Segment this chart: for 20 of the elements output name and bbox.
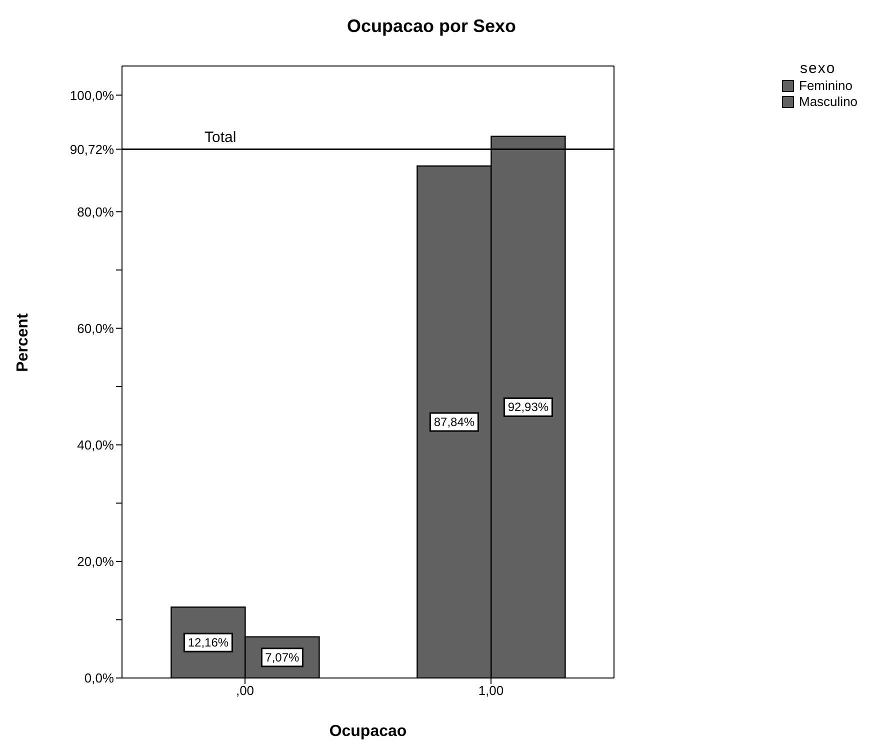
y-tick-label: 40,0% [77, 437, 114, 452]
y-tick-label: 100,0% [70, 88, 114, 103]
legend-label: Masculino [799, 94, 858, 109]
data-label: 7,07% [265, 650, 300, 664]
legend-label: Feminino [799, 78, 852, 93]
y-tick-label: 0,0% [84, 670, 114, 686]
x-tick-label: ,00 [236, 683, 254, 698]
data-label: 87,84% [434, 415, 475, 430]
y-axis-title: Percent [14, 312, 32, 372]
legend-title: sexo [800, 60, 837, 77]
ref-line-label: Total [204, 129, 236, 146]
x-tick-label: 1,00 [478, 683, 504, 698]
y-tick-label: 80,0% [77, 204, 114, 220]
data-label: 92,93% [508, 400, 549, 414]
y-tick-label: 20,0% [77, 554, 114, 570]
x-axis-title: Ocupacao [329, 723, 407, 740]
y-tick-label: 90,72% [70, 142, 114, 157]
y-tick-label: 60,0% [77, 320, 114, 336]
data-label: 12,16% [188, 636, 229, 650]
chart-title: Ocupacao por Sexo [346, 16, 518, 37]
